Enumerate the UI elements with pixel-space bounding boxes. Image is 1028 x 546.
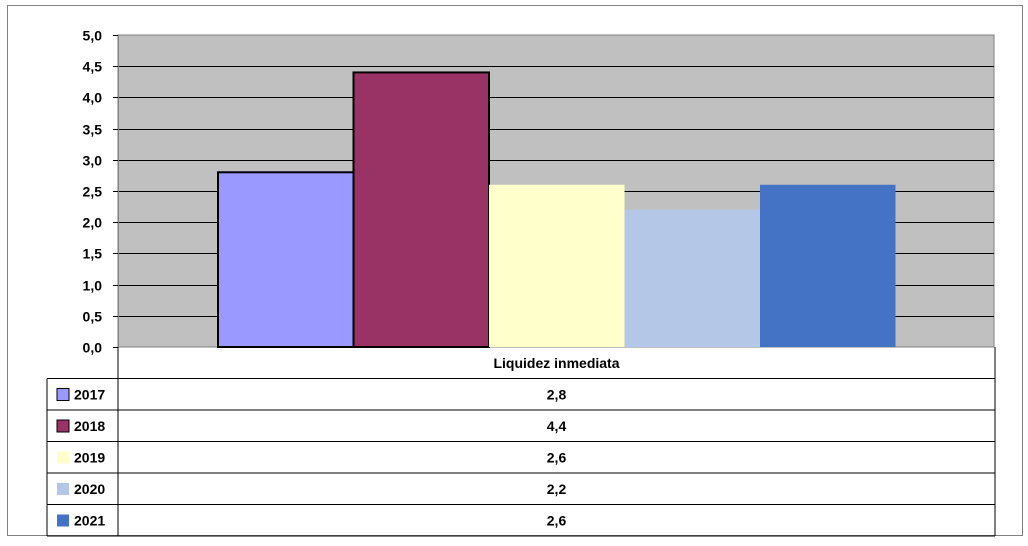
y-tick-label: 2,0 [83, 215, 103, 231]
bar-2019 [489, 184, 625, 347]
bar-2020 [624, 209, 760, 347]
legend-label: 2017 [74, 387, 105, 403]
legend-swatch-2020 [57, 483, 69, 495]
bar-2017 [217, 171, 355, 348]
legend-label: 2019 [74, 450, 105, 466]
legend-swatch-2021 [57, 514, 69, 527]
y-tick-label: 3,0 [83, 153, 103, 169]
y-tick-label: 2,5 [83, 184, 103, 200]
legend-swatch-2019 [57, 451, 69, 464]
y-tick-label: 0,5 [83, 309, 103, 325]
data-label: 2,6 [547, 450, 567, 466]
bar-2018 [352, 71, 490, 348]
bars [217, 71, 896, 348]
y-tick-label: 5,0 [83, 28, 103, 44]
y-tick-label: 4,0 [83, 90, 103, 106]
data-label: 2,2 [547, 481, 567, 497]
legend-label: 2020 [74, 481, 105, 497]
bar-2021 [760, 184, 896, 347]
y-tick-label: 0,0 [83, 340, 103, 356]
legend-label: 2018 [74, 418, 105, 434]
legend-swatch-2018 [56, 419, 70, 433]
y-tick-label: 1,0 [83, 278, 103, 294]
y-tick-label: 4,5 [83, 59, 103, 75]
data-label: 2,6 [547, 513, 567, 529]
y-axis-ticks: 0,0 0,5 1,0 1,5 2,0 2,5 3,0 3,5 4,0 4,5 5,0 [83, 28, 119, 356]
category-label: Liquidez inmediata [493, 355, 619, 371]
legend-label: 2021 [74, 513, 105, 529]
y-tick-label: 1,5 [83, 246, 103, 262]
data-table: Liquidez inmediata 2017 2,8 2018 4,4 2019 2,6 2… [46, 347, 996, 537]
legend-swatch-2017 [56, 388, 70, 401]
y-tick-label: 3,5 [83, 122, 103, 138]
data-label: 2,8 [547, 387, 567, 403]
data-label: 4,4 [547, 418, 567, 434]
